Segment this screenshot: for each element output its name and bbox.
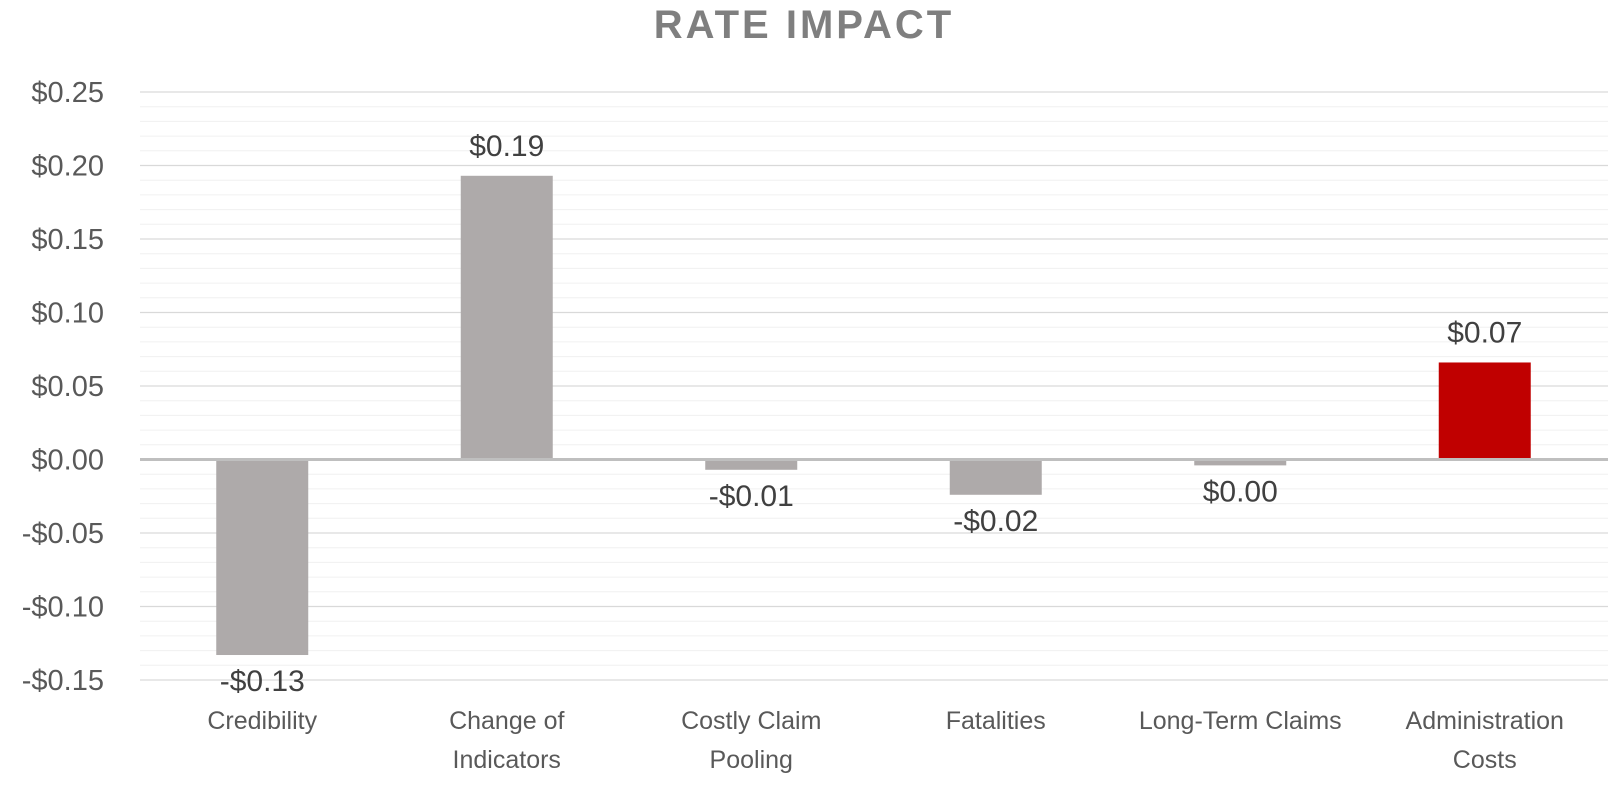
y-axis-ticks: $0.25 $0.20 $0.15 $0.10 $0.05 $0.00 -$0.05 -$0.…	[22, 77, 104, 697]
data-labels: -$0.13 $0.19 -$0.01 -$0.02 $0.00 $0.07	[220, 130, 1523, 698]
data-label: -$0.01	[709, 480, 794, 513]
data-label: $0.19	[469, 130, 544, 163]
category-label: Indicators	[453, 746, 561, 774]
bar	[1194, 459, 1287, 466]
gridlines	[140, 91, 1608, 681]
bars	[216, 175, 1531, 656]
y-tick-label: -$0.15	[22, 665, 104, 697]
data-label: -$0.02	[953, 505, 1038, 538]
category-label: Credibility	[207, 707, 317, 735]
y-tick-label: -$0.05	[22, 518, 104, 550]
y-tick-label: $0.05	[31, 371, 104, 403]
chart-title: RATE IMPACT	[653, 3, 955, 47]
y-tick-label: $0.15	[31, 224, 104, 256]
category-label: Costly Claim	[681, 707, 821, 735]
bar	[216, 459, 309, 656]
y-tick-label: $0.25	[31, 77, 104, 109]
bar	[1438, 362, 1531, 460]
data-label: -$0.13	[220, 665, 305, 698]
category-label: Pooling	[710, 746, 793, 774]
y-tick-label: $0.10	[31, 298, 104, 330]
category-label: Long-Term Claims	[1139, 707, 1342, 735]
bar	[460, 175, 553, 460]
y-tick-label: $0.20	[31, 151, 104, 183]
category-label: Administration	[1406, 707, 1564, 735]
data-label: $0.00	[1203, 475, 1278, 508]
bar	[705, 459, 798, 470]
data-label: $0.07	[1447, 316, 1522, 349]
bar	[949, 459, 1042, 495]
category-label: Fatalities	[946, 707, 1046, 735]
category-label: Change of	[449, 707, 564, 735]
y-tick-label: -$0.10	[22, 592, 104, 624]
category-label: Costs	[1453, 746, 1517, 774]
y-tick-label: $0.00	[31, 445, 104, 477]
x-axis-categories: Credibility Change of Indicators Costly Cla…	[207, 707, 1564, 774]
